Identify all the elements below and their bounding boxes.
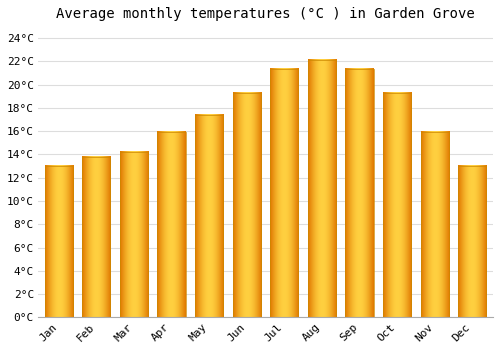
- Bar: [232, 93, 261, 317]
- Bar: [44, 166, 73, 317]
- Bar: [458, 166, 486, 317]
- Bar: [346, 69, 374, 317]
- Title: Average monthly temperatures (°C ) in Garden Grove: Average monthly temperatures (°C ) in Ga…: [56, 7, 475, 21]
- Bar: [270, 69, 298, 317]
- Bar: [82, 157, 110, 317]
- Bar: [308, 60, 336, 317]
- Bar: [120, 152, 148, 317]
- Bar: [420, 132, 449, 317]
- Bar: [195, 115, 224, 317]
- Bar: [158, 132, 186, 317]
- Bar: [383, 93, 412, 317]
